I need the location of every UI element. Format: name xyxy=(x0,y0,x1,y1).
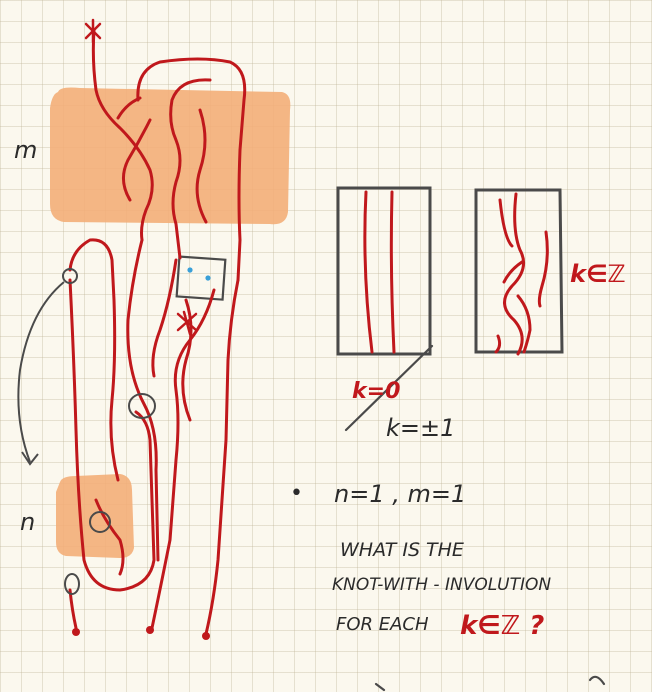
strand-inner-3 xyxy=(195,108,208,224)
strand-mid-d xyxy=(181,298,193,422)
tangle-k0 xyxy=(336,186,434,432)
star-mark-top xyxy=(84,18,102,44)
strand-mid-c xyxy=(150,288,216,630)
note-line-3-math: k∈ℤ ? xyxy=(460,611,544,641)
strand-right xyxy=(204,278,240,636)
involution-circle-1 xyxy=(62,268,78,284)
involution-arrow xyxy=(17,281,65,463)
endpoint-bottom-3 xyxy=(202,632,210,640)
strand-twist-top xyxy=(116,96,142,120)
note-params: n=1 , m=1 xyxy=(334,480,466,508)
bottom-scribble xyxy=(374,675,606,692)
endpoint-bottom-1 xyxy=(72,628,80,636)
strand-bottom-left xyxy=(68,588,78,630)
involution-circle-3 xyxy=(89,511,111,533)
note-bullet: • xyxy=(290,481,303,506)
label-k-zero: k=0 xyxy=(352,379,400,404)
blue-dot-right xyxy=(205,275,211,281)
blue-dot-left xyxy=(187,267,193,273)
orange-region-n xyxy=(56,474,134,558)
star-mark-middle xyxy=(176,310,198,336)
note-line-2: KNOT-WITH - INVOLUTION xyxy=(332,575,551,595)
label-k-plus-minus-one: k=±1 xyxy=(386,414,455,442)
strand-inner-1 xyxy=(169,78,212,260)
strand-mid-b xyxy=(151,258,178,378)
label-m: m xyxy=(14,136,37,164)
involution-arrow-head xyxy=(21,451,39,466)
tangle-k-twist xyxy=(474,188,564,356)
strand-inner-2 xyxy=(122,118,152,202)
note-line-1: WHAT IS THE xyxy=(340,539,464,561)
strand-top-loop xyxy=(91,28,154,242)
label-k-in-z: k∈ℤ xyxy=(570,260,626,288)
endpoint-bottom-2 xyxy=(146,626,154,634)
involution-circle-4 xyxy=(64,573,80,595)
strand-left-outer xyxy=(68,278,156,592)
note-line-3-text: FOR EACH xyxy=(336,614,429,635)
strand-left-long xyxy=(68,238,120,482)
orange-region-m xyxy=(50,87,291,225)
label-n: n xyxy=(20,508,35,536)
tangle-box-small xyxy=(175,255,227,301)
strand-outer-arc xyxy=(136,57,247,282)
involution-circle-2 xyxy=(128,393,156,419)
strand-mid-a xyxy=(126,238,160,562)
